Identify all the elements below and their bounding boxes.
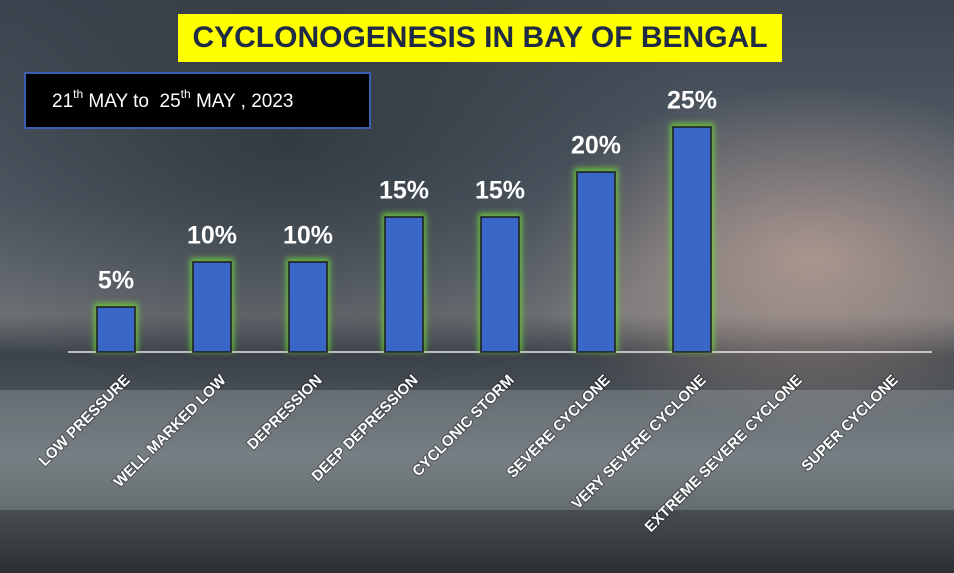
value-label: 25% <box>667 87 717 115</box>
value-label: 20% <box>571 132 621 160</box>
value-label: 15% <box>475 177 525 205</box>
title-box <box>178 14 782 62</box>
subtitle-part: MAY , 2023 <box>191 91 294 112</box>
value-label: 5% <box>98 267 134 295</box>
bar <box>672 126 712 353</box>
bar <box>96 306 136 353</box>
bar <box>480 216 520 353</box>
subtitle-part: 21 <box>52 91 73 112</box>
waves <box>0 390 954 510</box>
value-label: 10% <box>187 222 237 250</box>
subtitle-part: MAY to 25 <box>83 91 181 112</box>
bar <box>576 171 616 353</box>
value-label: 15% <box>379 177 429 205</box>
bar <box>288 261 328 353</box>
superscript: th <box>73 87 83 101</box>
bar <box>192 261 232 353</box>
bar <box>384 216 424 353</box>
value-label: 10% <box>283 222 333 250</box>
chart-title: CYCLONOGENESIS IN BAY OF BENGAL <box>192 21 767 54</box>
chart-subtitle: 21th MAY to 25th MAY , 2023 <box>52 87 294 112</box>
superscript: th <box>181 87 191 101</box>
subtitle-box <box>24 72 371 129</box>
